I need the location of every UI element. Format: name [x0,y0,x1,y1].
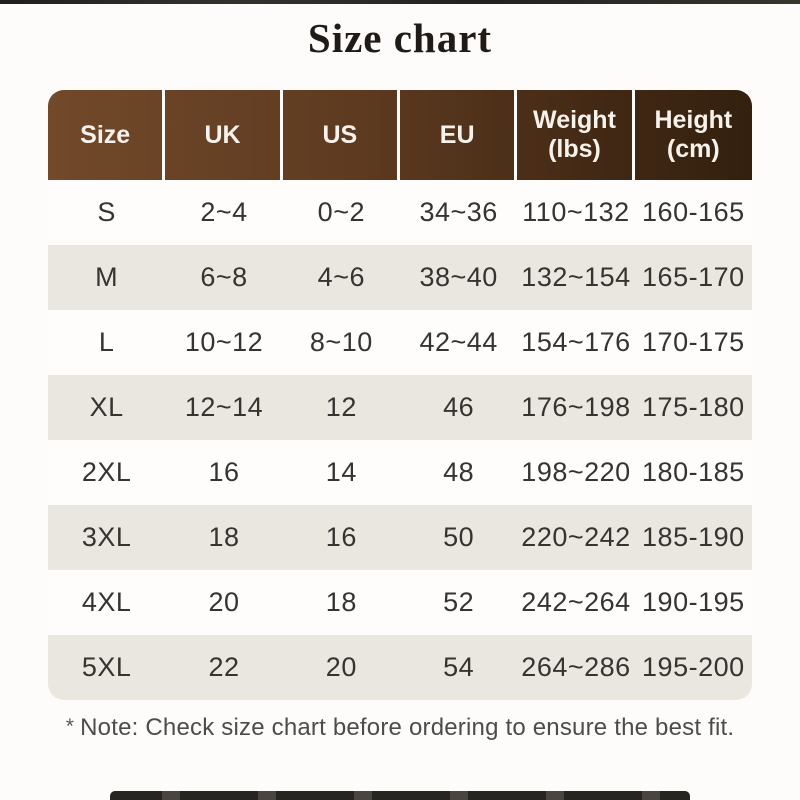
header-cell-uk: UK [165,90,283,180]
cell-value: 132~154 [521,262,631,292]
header-cell-us: US [283,90,400,180]
cell-value: 16 [325,522,357,552]
cell-value: 2~4 [200,197,248,227]
cell-size-label: M [95,262,119,292]
table-row: 3XL 18 16 50 220~242 185-190 [48,505,752,570]
cell-value: 42~44 [419,327,498,357]
cell-size-label: 2XL [81,457,132,487]
table-row: M 6~8 4~6 38~40 132~154 165-170 [48,245,752,310]
table-row: XL 12~14 12 46 176~198 175-180 [48,375,752,440]
cell-size-label: 4XL [81,587,132,617]
cell-value: 34~36 [419,197,498,227]
header-label: Size [80,120,131,149]
cell-value: 242~264 [521,587,631,617]
cell-value: 165-170 [642,262,745,292]
cell-size-label: 3XL [81,522,132,552]
cell-value: 52 [443,587,475,617]
note-text: * Note: Check size chart before ordering … [0,714,800,742]
cell-value: 18 [208,522,240,552]
cell-value: 220~242 [521,522,631,552]
cell-value: 38~40 [419,262,498,292]
cell-value: 198~220 [521,457,631,487]
cell-size-label: L [98,327,115,357]
cell-value: 4~6 [317,262,365,292]
cell-value: 195-200 [642,652,745,682]
size-chart-table: Size UK US EU Weight (lbs) Height (cm) S 2~4 0~2 3… [48,90,752,700]
header-label: US [322,120,358,149]
cell-value: 154~176 [521,327,631,357]
cell-value: 18 [325,587,357,617]
cell-value: 160-165 [642,197,745,227]
header-cell-weight: Weight (lbs) [517,90,635,180]
cell-value: 46 [443,392,475,422]
cell-value: 10~12 [184,327,264,357]
table-row: 4XL 20 18 52 242~264 190-195 [48,570,752,635]
header-cell-height: Height (cm) [635,90,752,180]
asterisk-marker: * [65,715,75,738]
cell-value: 14 [325,457,357,487]
cell-value: 170-175 [642,327,745,357]
cell-value: 12 [325,392,357,422]
cell-value: 16 [208,457,240,487]
header-label: EU [439,120,475,149]
table-row: S 2~4 0~2 34~36 110~132 160-165 [48,180,752,245]
cell-value: 185-190 [642,522,745,552]
cell-size-label: 5XL [81,652,132,682]
note-text-content: Note: Check size chart before ordering t… [80,714,735,741]
cell-size-label: S [97,197,116,227]
header-sublabel: (lbs) [548,135,601,163]
cell-value: 50 [443,522,475,552]
cell-value: 22 [208,652,240,682]
header-sublabel: (cm) [666,135,720,163]
cell-value: 0~2 [317,197,365,227]
cell-value: 190-195 [642,587,745,617]
header-label: Weight [533,106,616,134]
cell-value: 54 [443,652,475,682]
cell-value: 20 [208,587,240,617]
table-row: 5XL 22 20 54 264~286 195-200 [48,635,752,700]
table-row: L 10~12 8~10 42~44 154~176 170-175 [48,310,752,375]
table-header-row: Size UK US EU Weight (lbs) Height (cm) [48,90,752,180]
table-row: 2XL 16 14 48 198~220 180-185 [48,440,752,505]
top-edge-cropped-content [0,0,800,4]
cell-value: 12~14 [184,392,264,422]
header-label: UK [204,120,241,149]
bottom-edge-cropped-content [110,791,690,800]
table-body: S 2~4 0~2 34~36 110~132 160-165 M 6~8 4~6 38~40 13… [48,180,752,700]
cell-value: 180-185 [642,457,745,487]
cell-value: 6~8 [200,262,248,292]
cell-size-label: XL [89,392,124,422]
cell-value: 176~198 [521,392,631,422]
header-cell-eu: EU [400,90,518,180]
cell-value: 110~132 [522,197,630,227]
cell-value: 8~10 [309,327,373,357]
cell-value: 264~286 [521,652,631,682]
cell-value: 175-180 [642,392,745,422]
page-title: Size chart [307,15,493,61]
header-label: Height [654,106,733,134]
cell-value: 48 [443,457,475,487]
header-cell-size: Size [48,90,166,180]
cell-value: 20 [325,652,357,682]
